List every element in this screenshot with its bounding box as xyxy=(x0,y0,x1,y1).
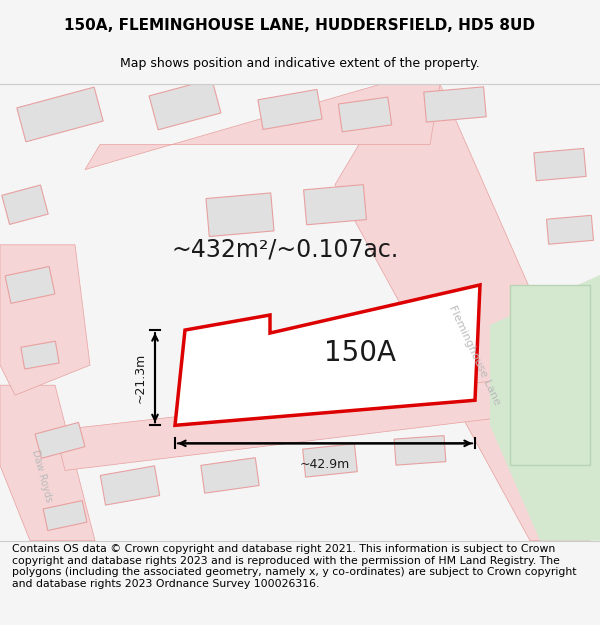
Polygon shape xyxy=(2,185,48,224)
Polygon shape xyxy=(490,275,600,541)
Text: ~42.9m: ~42.9m xyxy=(300,458,350,471)
Polygon shape xyxy=(258,89,322,129)
Polygon shape xyxy=(17,87,103,142)
Text: 150A: 150A xyxy=(324,339,396,367)
Polygon shape xyxy=(510,285,590,466)
Polygon shape xyxy=(394,436,446,465)
Polygon shape xyxy=(335,84,590,541)
Text: Map shows position and indicative extent of the property.: Map shows position and indicative extent… xyxy=(120,57,480,70)
Polygon shape xyxy=(534,148,586,181)
Polygon shape xyxy=(21,341,59,369)
Polygon shape xyxy=(547,216,593,244)
Polygon shape xyxy=(0,245,90,395)
Polygon shape xyxy=(149,79,221,130)
Text: Fleminghouse Lane: Fleminghouse Lane xyxy=(448,304,503,407)
Polygon shape xyxy=(424,87,486,122)
Text: ~21.3m: ~21.3m xyxy=(134,352,147,402)
Polygon shape xyxy=(43,501,87,531)
Polygon shape xyxy=(206,193,274,236)
Polygon shape xyxy=(304,184,367,225)
Text: Contains OS data © Crown copyright and database right 2021. This information is : Contains OS data © Crown copyright and d… xyxy=(12,544,577,589)
Polygon shape xyxy=(5,266,55,303)
Polygon shape xyxy=(100,466,160,505)
Polygon shape xyxy=(201,458,259,493)
Polygon shape xyxy=(302,444,358,477)
Polygon shape xyxy=(85,84,440,169)
Text: 150A, FLEMINGHOUSE LANE, HUDDERSFIELD, HD5 8UD: 150A, FLEMINGHOUSE LANE, HUDDERSFIELD, H… xyxy=(65,18,536,32)
Text: ~432m²/~0.107ac.: ~432m²/~0.107ac. xyxy=(172,238,398,262)
Polygon shape xyxy=(0,385,95,541)
Polygon shape xyxy=(55,380,520,471)
Text: Daw Royds: Daw Royds xyxy=(30,448,54,503)
Polygon shape xyxy=(35,422,85,458)
Polygon shape xyxy=(175,285,480,425)
Polygon shape xyxy=(338,97,392,132)
